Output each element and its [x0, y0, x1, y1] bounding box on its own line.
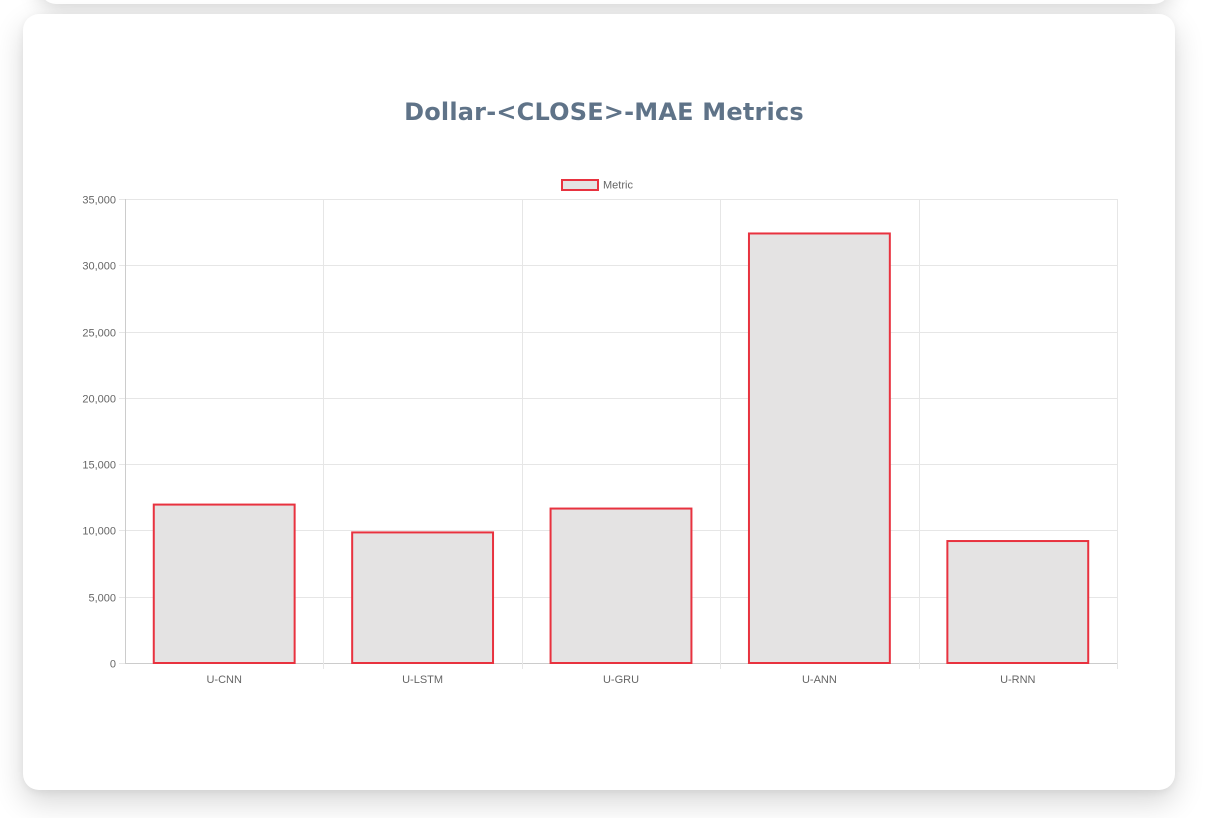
y-tick-label: 30,000	[82, 261, 116, 273]
bar	[351, 531, 495, 664]
bar	[946, 540, 1090, 665]
y-tick-label: 5,000	[88, 593, 116, 605]
y-tick-label: 0	[110, 659, 116, 671]
x-tick-label: U-CNN	[206, 674, 241, 686]
y-tick-label: 15,000	[82, 460, 116, 472]
y-tick-label: 10,000	[82, 526, 116, 538]
bar	[152, 503, 296, 664]
chart-title: Dollar-<CLOSE>-MAE Metrics	[404, 98, 804, 126]
bar	[549, 507, 693, 664]
y-tick-label: 25,000	[82, 328, 116, 340]
x-tick-label: U-RNN	[1000, 674, 1035, 686]
legend-label: Metric	[603, 180, 633, 192]
y-tick-label: 20,000	[82, 394, 116, 406]
previous-card-edge	[40, 0, 1170, 4]
y-tick-label: 35,000	[82, 195, 116, 207]
x-tick-label: U-LSTM	[402, 674, 443, 686]
x-tick-label: U-ANN	[802, 674, 837, 686]
x-tick-label: U-GRU	[603, 674, 639, 686]
bar	[747, 232, 891, 664]
legend-swatch	[561, 179, 599, 191]
